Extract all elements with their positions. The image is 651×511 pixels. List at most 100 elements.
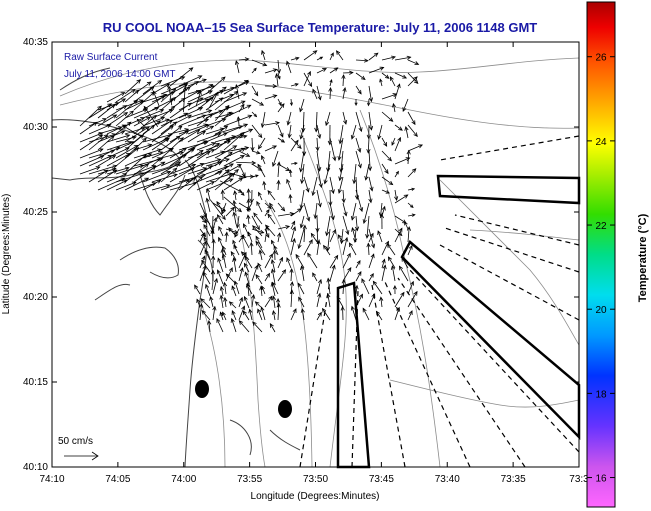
current-vector — [394, 157, 411, 165]
current-vector — [315, 215, 320, 233]
current-vector — [295, 253, 305, 269]
current-vector — [238, 296, 244, 308]
x-tick-label: 74:10 — [39, 474, 64, 485]
current-vector — [152, 90, 160, 107]
current-vector — [187, 176, 204, 191]
current-vector — [251, 59, 268, 67]
current-vector — [288, 193, 293, 204]
x-tick-label: 73:3 — [569, 474, 589, 485]
current-vector — [303, 239, 313, 256]
current-vector — [368, 253, 375, 269]
current-vector — [232, 199, 237, 213]
current-vector — [232, 239, 237, 249]
current-vector — [390, 265, 396, 282]
current-vector — [124, 137, 147, 159]
current-vector — [224, 146, 250, 153]
current-vector — [219, 180, 243, 193]
current-vector — [342, 86, 347, 100]
current-vector — [210, 269, 216, 282]
current-vector — [217, 257, 224, 273]
current-vector — [290, 220, 296, 230]
current-vector — [97, 155, 117, 167]
current-vector — [303, 202, 311, 222]
current-vector — [337, 176, 344, 194]
current-vector — [337, 137, 344, 161]
current-vector — [225, 267, 233, 282]
current-vector — [362, 307, 370, 321]
arrow-right-icon — [64, 451, 99, 461]
current-vector — [259, 285, 264, 297]
current-vector — [329, 228, 336, 243]
current-vector — [394, 55, 412, 61]
current-vector — [299, 98, 305, 113]
current-vector — [122, 125, 143, 138]
current-vector — [355, 137, 362, 153]
current-vector — [244, 271, 250, 285]
current-vector — [264, 145, 278, 152]
current-vector — [312, 88, 318, 100]
current-vector — [368, 273, 374, 282]
current-vector — [394, 194, 409, 204]
current-vector — [201, 215, 211, 225]
current-vector — [290, 308, 297, 321]
current-vector — [272, 150, 279, 168]
current-vector — [151, 147, 174, 167]
current-vector — [222, 281, 228, 295]
current-vector — [407, 187, 416, 191]
current-vector — [169, 84, 188, 95]
current-vector — [267, 190, 276, 201]
current-vector — [338, 124, 344, 145]
current-vector — [211, 238, 216, 256]
current-vector — [316, 311, 322, 321]
x-tick-label: 73:40 — [435, 474, 460, 485]
current-vector — [202, 271, 211, 285]
current-vector — [248, 308, 253, 321]
current-vector — [381, 137, 388, 147]
current-vector — [342, 252, 351, 269]
current-vector — [106, 112, 129, 127]
current-vector — [219, 311, 224, 321]
current-vector — [290, 83, 299, 87]
current-vector — [88, 124, 112, 135]
current-vector — [169, 163, 197, 175]
current-vector — [205, 150, 225, 159]
current-vector — [367, 98, 371, 107]
current-vector — [303, 176, 310, 193]
current-vector — [201, 259, 211, 273]
current-vector — [187, 109, 213, 119]
current-vector — [316, 85, 322, 101]
current-vector — [381, 189, 391, 194]
current-vector — [187, 78, 207, 87]
current-vector — [323, 244, 331, 256]
current-vector — [151, 118, 170, 127]
current-vector — [79, 166, 101, 175]
current-vector — [364, 163, 370, 181]
current-vector — [257, 163, 266, 178]
current-vector — [225, 273, 237, 285]
current-vector — [368, 52, 379, 61]
current-vector — [214, 163, 234, 175]
current-vector — [303, 72, 313, 88]
current-vector — [407, 72, 419, 85]
current-vector — [251, 67, 257, 74]
current-vector — [316, 278, 323, 295]
current-vector — [341, 189, 346, 204]
current-vector — [257, 262, 263, 273]
x-tick-label: 74:00 — [171, 474, 196, 485]
current-vector — [316, 163, 323, 189]
current-vector — [178, 149, 204, 167]
current-vector — [313, 202, 318, 220]
current-vector — [300, 163, 305, 185]
current-vector — [316, 68, 327, 74]
current-vector — [290, 161, 298, 165]
y-tick-label: 40:35 — [23, 37, 48, 48]
current-vector — [187, 148, 216, 159]
current-vector — [394, 72, 408, 79]
current-vector — [355, 150, 362, 169]
current-vector — [264, 84, 278, 89]
current-vector — [218, 236, 224, 249]
current-vector — [329, 176, 335, 195]
current-vector — [251, 174, 259, 178]
current-vector — [223, 92, 248, 103]
